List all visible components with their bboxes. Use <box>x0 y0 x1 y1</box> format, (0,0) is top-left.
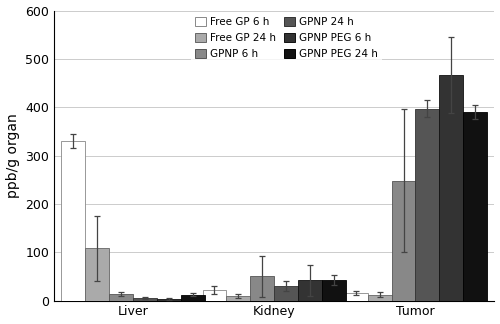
Bar <box>392 181 415 301</box>
Bar <box>157 299 180 301</box>
Bar <box>109 294 133 301</box>
Bar <box>133 298 157 301</box>
Bar <box>202 290 226 301</box>
Bar <box>464 112 487 301</box>
Bar <box>85 249 109 301</box>
Bar <box>61 141 85 301</box>
Bar <box>180 295 204 301</box>
Bar <box>298 280 322 301</box>
Bar <box>274 286 298 301</box>
Bar <box>440 75 464 301</box>
Bar <box>250 276 274 301</box>
Bar <box>368 295 392 301</box>
Bar <box>322 280 346 301</box>
Bar <box>416 109 440 301</box>
Y-axis label: ppb/g organ: ppb/g organ <box>6 113 20 198</box>
Bar <box>226 296 250 301</box>
Legend: Free GP 6 h, Free GP 24 h, GPNP 6 h, GPNP 24 h, GPNP PEG 6 h, GPNP PEG 24 h: Free GP 6 h, Free GP 24 h, GPNP 6 h, GPN… <box>192 13 382 64</box>
Bar <box>344 293 368 301</box>
